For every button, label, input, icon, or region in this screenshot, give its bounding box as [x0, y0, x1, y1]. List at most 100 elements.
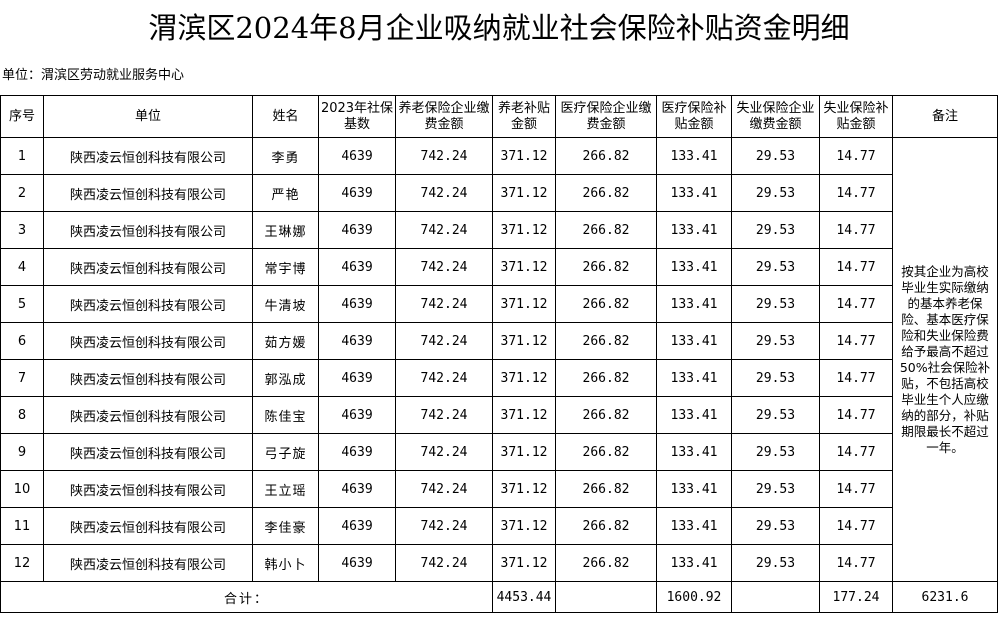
name-cell: 严艳 — [252, 174, 319, 212]
header-company: 单位 — [43, 95, 253, 138]
unemp-pay-cell: 29.53 — [731, 396, 820, 434]
medical-sub-cell: 133.41 — [656, 322, 732, 360]
seq-cell: 8 — [0, 396, 44, 434]
company-cell: 陕西凌云恒创科技有限公司 — [43, 359, 253, 397]
pension-sub-cell: 371.12 — [492, 507, 556, 545]
seq-cell: 4 — [0, 248, 44, 286]
base-cell: 4639 — [318, 396, 396, 434]
pension-sub-cell: 371.12 — [492, 285, 556, 323]
unemp-pay-cell: 29.53 — [731, 248, 820, 286]
medical-sub-cell: 133.41 — [656, 285, 732, 323]
table-row: 11 陕西凌云恒创科技有限公司 李佳豪 4639 742.24 371.12 266.82 1… — [0, 507, 998, 545]
header-name: 姓名 — [252, 95, 319, 138]
medical-sub-cell: 133.41 — [656, 470, 732, 508]
pension-pay-cell: 742.24 — [395, 137, 493, 175]
base-cell: 4639 — [318, 285, 396, 323]
seq-cell: 2 — [0, 174, 44, 212]
medical-sub-cell: 133.41 — [656, 248, 732, 286]
table-row: 7 陕西凌云恒创科技有限公司 郭泓成 4639 742.24 371.12 266.82 13… — [0, 359, 998, 397]
unemp-sub-cell: 14.77 — [819, 285, 893, 323]
medical-pay-cell: 266.82 — [555, 359, 657, 397]
table-row: 4 陕西凌云恒创科技有限公司 常宇博 4639 742.24 371.12 266.82 13… — [0, 248, 998, 286]
unemp-sub-cell: 14.77 — [819, 137, 893, 175]
base-cell: 4639 — [318, 322, 396, 360]
base-cell: 4639 — [318, 137, 396, 175]
table-row: 12 陕西凌云恒创科技有限公司 韩小卜 4639 742.24 371.12 266.82 1… — [0, 544, 998, 582]
name-cell: 李勇 — [252, 137, 319, 175]
unemp-sub-cell: 14.77 — [819, 470, 893, 508]
unemp-sub-cell: 14.77 — [819, 396, 893, 434]
header-unemp-pay: 失业保险企业缴费金额 — [731, 95, 820, 138]
pension-sub-cell: 371.12 — [492, 322, 556, 360]
medical-sub-cell: 133.41 — [656, 137, 732, 175]
pension-sub-cell: 371.12 — [492, 470, 556, 508]
pension-pay-cell: 742.24 — [395, 470, 493, 508]
seq-cell: 9 — [0, 433, 44, 471]
company-cell: 陕西凌云恒创科技有限公司 — [43, 285, 253, 323]
total-medical-pay-empty — [555, 581, 657, 613]
medical-sub-cell: 133.41 — [656, 211, 732, 249]
header-medical-sub: 医疗保险补贴金额 — [656, 95, 732, 138]
header-seq: 序号 — [0, 95, 44, 138]
company-cell: 陕西凌云恒创科技有限公司 — [43, 211, 253, 249]
base-cell: 4639 — [318, 544, 396, 582]
medical-pay-cell: 266.82 — [555, 470, 657, 508]
unemp-sub-cell: 14.77 — [819, 211, 893, 249]
pension-sub-cell: 371.12 — [492, 174, 556, 212]
total-medical-sub: 1600.92 — [656, 581, 732, 613]
company-cell: 陕西凌云恒创科技有限公司 — [43, 137, 253, 175]
table-row: 10 陕西凌云恒创科技有限公司 王立瑶 4639 742.24 371.12 266.82 1… — [0, 470, 998, 508]
total-pension-sub: 4453.44 — [492, 581, 556, 613]
base-cell: 4639 — [318, 433, 396, 471]
pension-pay-cell: 742.24 — [395, 174, 493, 212]
pension-sub-cell: 371.12 — [492, 211, 556, 249]
pension-sub-cell: 371.12 — [492, 396, 556, 434]
unemp-sub-cell: 14.77 — [819, 544, 893, 582]
pension-pay-cell: 742.24 — [395, 507, 493, 545]
header-pension-pay: 养老保险企业缴费金额 — [395, 95, 493, 138]
grand-total: 6231.6 — [892, 581, 998, 613]
unemp-pay-cell: 29.53 — [731, 322, 820, 360]
pension-pay-cell: 742.24 — [395, 359, 493, 397]
medical-pay-cell: 266.82 — [555, 396, 657, 434]
seq-cell: 7 — [0, 359, 44, 397]
table-row: 8 陕西凌云恒创科技有限公司 陈佳宝 4639 742.24 371.12 266.82 13… — [0, 396, 998, 434]
name-cell: 郭泓成 — [252, 359, 319, 397]
base-cell: 4639 — [318, 507, 396, 545]
company-cell: 陕西凌云恒创科技有限公司 — [43, 544, 253, 582]
unemp-sub-cell: 14.77 — [819, 359, 893, 397]
company-cell: 陕西凌云恒创科技有限公司 — [43, 248, 253, 286]
company-cell: 陕西凌云恒创科技有限公司 — [43, 396, 253, 434]
table-row: 9 陕西凌云恒创科技有限公司 弓子旋 4639 742.24 371.12 266.82 13… — [0, 433, 998, 471]
pension-pay-cell: 742.24 — [395, 396, 493, 434]
unemp-sub-cell: 14.77 — [819, 248, 893, 286]
seq-cell: 11 — [0, 507, 44, 545]
unemp-pay-cell: 29.53 — [731, 544, 820, 582]
pension-sub-cell: 371.12 — [492, 544, 556, 582]
header-unemp-sub: 失业保险补贴金额 — [819, 95, 893, 138]
subsidy-table: 序号 单位 姓名 2023年社保基数 养老保险企业缴费金额 养老补贴金额 医疗保… — [0, 95, 998, 613]
header-remark: 备注 — [892, 95, 998, 138]
unemp-pay-cell: 29.53 — [731, 137, 820, 175]
pension-pay-cell: 742.24 — [395, 322, 493, 360]
table-row: 5 陕西凌云恒创科技有限公司 牛清坡 4639 742.24 371.12 266.82 13… — [0, 285, 998, 323]
seq-cell: 10 — [0, 470, 44, 508]
pension-sub-cell: 371.12 — [492, 433, 556, 471]
base-cell: 4639 — [318, 470, 396, 508]
name-cell: 牛清坡 — [252, 285, 319, 323]
unemp-pay-cell: 29.53 — [731, 285, 820, 323]
total-unemp-sub: 177.24 — [819, 581, 893, 613]
unemp-sub-cell: 14.77 — [819, 322, 893, 360]
pension-sub-cell: 371.12 — [492, 359, 556, 397]
header-pension-sub: 养老补贴金额 — [492, 95, 556, 138]
seq-cell: 12 — [0, 544, 44, 582]
unemp-pay-cell: 29.53 — [731, 359, 820, 397]
remark-note: 按其企业为高校毕业生实际缴纳的基本养老保险、基本医疗保险和失业保险费给予最高不超… — [892, 137, 998, 582]
name-cell: 弓子旋 — [252, 433, 319, 471]
header-row: 序号 单位 姓名 2023年社保基数 养老保险企业缴费金额 养老补贴金额 医疗保… — [0, 95, 998, 138]
medical-pay-cell: 266.82 — [555, 544, 657, 582]
name-cell: 王立瑶 — [252, 470, 319, 508]
medical-sub-cell: 133.41 — [656, 396, 732, 434]
name-cell: 茹方媛 — [252, 322, 319, 360]
medical-pay-cell: 266.82 — [555, 285, 657, 323]
